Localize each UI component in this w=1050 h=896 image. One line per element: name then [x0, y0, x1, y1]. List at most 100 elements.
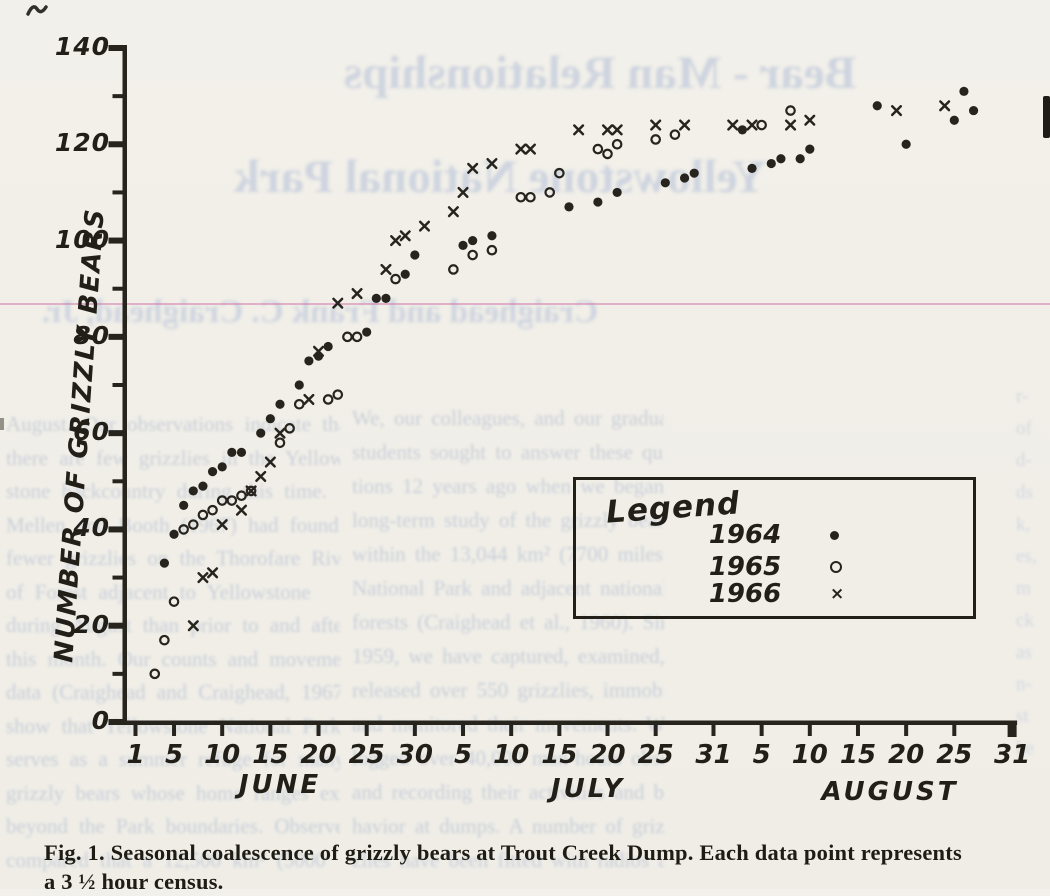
x-tick: [268, 723, 273, 736]
x-tick: [855, 723, 860, 736]
point-1964: [381, 293, 391, 303]
point-1966: [351, 287, 363, 300]
y-major-tick: [108, 141, 125, 148]
point-1964: [458, 240, 468, 250]
x-tick: [220, 723, 225, 736]
point-1964: [169, 529, 179, 539]
point-1966: [784, 119, 797, 131]
point-1964: [468, 235, 478, 246]
point-1965: [785, 105, 796, 116]
point-1966: [467, 162, 479, 174]
x-axis-line: [122, 720, 1018, 725]
point-1964: [747, 163, 757, 173]
point-1964: [737, 125, 747, 135]
point-1966: [611, 124, 623, 136]
point-1965: [159, 634, 170, 646]
point-1966: [216, 519, 228, 531]
point-1965: [149, 668, 161, 680]
y-minor-tick: [112, 671, 125, 676]
x-tick: [759, 723, 764, 736]
point-1964: [188, 486, 198, 496]
legend-row-1965: 1965: [694, 552, 842, 582]
point-1965: [515, 191, 527, 203]
point-1965: [168, 596, 180, 607]
point-1964: [959, 86, 969, 96]
point-1966: [235, 504, 248, 516]
figure-caption-line1: Fig. 1. Seasonal coalescence of grizzly …: [44, 840, 962, 865]
figure-caption-line2: a 3 ½ hour census.: [44, 869, 224, 894]
point-1964: [179, 500, 189, 510]
point-1965: [467, 249, 478, 261]
x-tick: [461, 723, 466, 736]
point-1964: [236, 447, 247, 457]
scan-artifact-top-left-mark: [26, 2, 48, 24]
point-1965: [332, 389, 344, 400]
point-1965: [207, 504, 218, 516]
point-1966: [207, 567, 219, 579]
point-1964: [795, 154, 805, 164]
y-axis-line: [122, 45, 127, 725]
legend-row-1964: 1964: [694, 520, 839, 550]
point-1966: [650, 119, 662, 131]
point-1966: [390, 235, 402, 247]
open-circle-marker-icon: [830, 561, 842, 573]
point-1965: [342, 331, 353, 343]
point-1966: [601, 124, 614, 136]
x-tick: [172, 723, 177, 736]
x-tick: [316, 723, 321, 736]
point-1965: [669, 129, 681, 140]
point-1966: [804, 114, 816, 126]
point-1964: [872, 101, 882, 111]
point-1966: [573, 124, 585, 136]
point-1965: [650, 134, 661, 145]
point-1964: [949, 115, 959, 125]
point-1964: [679, 173, 690, 183]
x-tick: [904, 723, 909, 736]
point-1966: [447, 206, 459, 218]
x-axis-month-july: JULY: [550, 774, 626, 804]
point-1965: [554, 167, 565, 179]
legend-year-1964: 1964: [708, 520, 782, 550]
scan-artifact-pink-line: [0, 303, 1050, 305]
legend-year-1966: 1966: [708, 579, 782, 609]
point-1966: [187, 620, 199, 632]
point-1966: [380, 263, 392, 276]
point-1964: [217, 462, 227, 472]
point-1964: [766, 158, 776, 169]
point-1966: [418, 220, 431, 232]
point-1966: [457, 186, 469, 198]
scan-artifact-right-edge-bar: [1043, 96, 1050, 138]
point-1964: [207, 467, 218, 477]
y-major-tick: [108, 237, 125, 244]
point-1965: [236, 490, 247, 502]
point-1965: [216, 495, 228, 506]
point-1966: [303, 393, 315, 405]
squiggle-mark-icon: [26, 5, 48, 16]
point-1965: [486, 244, 498, 256]
point-1966: [274, 427, 286, 439]
point-1965: [592, 143, 604, 155]
legend-row-1966: 1966 ×: [694, 579, 844, 609]
point-1965: [322, 394, 334, 405]
point-1966: [515, 143, 527, 155]
scan-artifact-left-edge-mark: [0, 418, 4, 430]
y-minor-tick: [112, 382, 125, 387]
x-tick: [509, 723, 514, 736]
point-1964: [593, 197, 603, 207]
point-1965: [284, 423, 295, 434]
x-tick: [653, 723, 658, 736]
point-1964: [901, 139, 911, 149]
y-major-tick: [108, 333, 125, 340]
y-major-tick: [108, 622, 125, 629]
point-1965: [197, 509, 209, 521]
point-1964: [323, 341, 333, 352]
point-1965: [525, 191, 536, 203]
point-1965: [178, 524, 189, 535]
point-1965: [390, 273, 401, 285]
point-1966: [727, 119, 739, 131]
point-1964: [362, 327, 372, 337]
point-1966: [245, 485, 257, 497]
x-tick: [952, 723, 957, 736]
point-1964: [371, 293, 381, 303]
point-1966: [399, 230, 411, 242]
